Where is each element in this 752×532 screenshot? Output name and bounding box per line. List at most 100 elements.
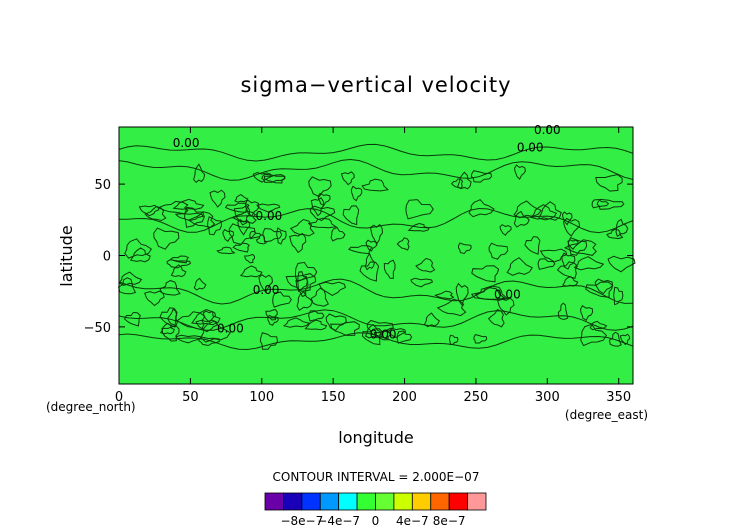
colorbar-swatch: [301, 492, 321, 511]
contour-line: [129, 247, 151, 263]
contour-line: [263, 174, 286, 184]
contour-line: [423, 312, 440, 328]
contour-line: [222, 228, 235, 243]
contour-line: [239, 265, 263, 278]
contour-line: [118, 271, 143, 286]
contour-label: 0.00: [370, 327, 397, 341]
contour-line: [608, 331, 622, 347]
contour-line: [308, 176, 332, 198]
contour-line: [144, 290, 165, 307]
contour-line: [259, 332, 279, 350]
contour-line: [557, 302, 569, 320]
colorbar-tick-label: −4e−7: [317, 514, 360, 528]
contour-line: [272, 291, 292, 308]
colorbar-tick-label: 0: [372, 514, 380, 528]
contour-line: [233, 205, 251, 226]
contour-line: [488, 242, 509, 260]
contour-label: 0.00: [256, 209, 283, 223]
contour-line: [159, 280, 181, 296]
contour-line: [456, 171, 472, 190]
contour-line: [304, 319, 328, 331]
contour-line: [361, 178, 389, 192]
contour-line: [207, 216, 223, 236]
contour-line: [383, 259, 396, 279]
contour-line: [359, 261, 380, 282]
contour-line: [216, 246, 236, 255]
contour-line: [224, 202, 250, 214]
contour-line: [514, 164, 526, 180]
contour-line: [123, 311, 141, 327]
contour-line: [262, 227, 283, 243]
contour-line: [539, 248, 568, 263]
y-tick-label: 50: [94, 178, 111, 193]
colorbar-swatch: [393, 492, 413, 511]
colorbar-swatch: [430, 492, 450, 511]
contour-line: [538, 201, 562, 221]
contour-line: [310, 197, 325, 217]
contour-line: [386, 327, 407, 339]
contour-line: [276, 227, 287, 245]
contour-line: [190, 308, 221, 326]
contour-line: [340, 171, 355, 186]
contour-line: [348, 245, 373, 255]
contour-line: [174, 212, 204, 222]
contour-line: [591, 198, 610, 209]
contour-line: [455, 282, 469, 307]
contour-line: [497, 297, 515, 316]
contour-line: [172, 198, 205, 210]
x-tick-label: 100: [249, 390, 274, 405]
contour-line: [166, 259, 192, 269]
contour-line: [615, 218, 629, 238]
contour-line: [506, 257, 533, 276]
contour-line: [285, 273, 317, 292]
x-tick-label: 350: [606, 390, 631, 405]
y-tick-label: −50: [84, 321, 111, 336]
contour-line: [499, 224, 512, 236]
contour-line: [200, 320, 232, 343]
contour-line: [119, 207, 634, 234]
colorbar-tick-label: 4e−7: [396, 514, 429, 528]
contour-line: [613, 286, 624, 306]
contour-line: [370, 223, 384, 246]
contour-line: [317, 192, 331, 207]
contour-line: [415, 257, 436, 273]
y-tick-label: 0: [103, 250, 111, 265]
contour-line: [261, 173, 286, 183]
contour-line: [513, 210, 530, 228]
contour-line: [124, 238, 153, 259]
contour-label: 0.00: [517, 140, 544, 154]
y-unit-label: (degree_north): [46, 400, 136, 414]
contour-line: [307, 217, 338, 229]
x-axis-title: longitude: [338, 428, 413, 447]
contour-line: [364, 252, 376, 271]
contour-line: [350, 185, 363, 202]
field-background: [119, 127, 633, 384]
x-tick-label: 300: [535, 390, 560, 405]
contour-line: [365, 239, 378, 252]
contour-line: [209, 189, 226, 208]
contour-line: [184, 206, 205, 228]
contour-line: [330, 226, 346, 242]
colorbar-swatch: [264, 492, 284, 511]
contour-line: [458, 242, 472, 255]
x-unit-label: (degree_east): [565, 408, 648, 422]
contour-line: [561, 252, 576, 270]
contour-line: [619, 333, 631, 346]
contour-line: [607, 255, 636, 273]
colorbar-swatch: [467, 492, 487, 511]
contour-line: [118, 143, 634, 162]
contour-line: [118, 158, 634, 181]
x-tick-label: 250: [464, 390, 489, 405]
contour-line: [530, 204, 558, 220]
contour-line: [606, 228, 624, 240]
colorbar: −8e−7−4e−7 0 4e−7 8e−7: [264, 492, 487, 528]
contour-line: [228, 223, 256, 245]
contour-line: [283, 317, 311, 328]
contour-line: [195, 319, 219, 333]
contour-line: [596, 198, 625, 210]
contour-line: [589, 320, 608, 331]
contour-label: 0.00: [217, 322, 244, 336]
contour-line: [405, 199, 434, 220]
colorbar-swatch: [338, 492, 358, 511]
contour-line: [471, 265, 500, 283]
